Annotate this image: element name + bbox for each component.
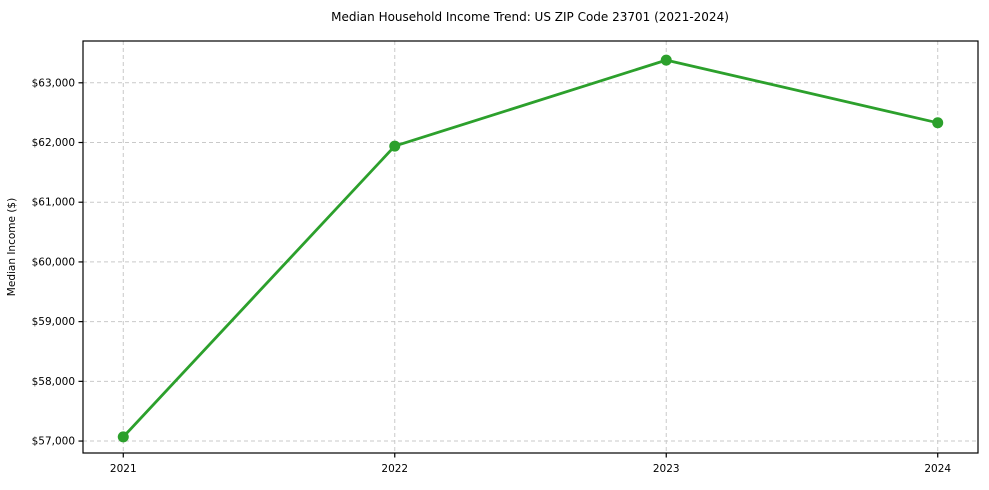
y-tick-label: $58,000: [32, 376, 75, 388]
y-tick-label: $62,000: [32, 137, 75, 149]
y-tick-label: $60,000: [32, 256, 75, 268]
x-tick-label: 2023: [653, 463, 680, 475]
chart-title: Median Household Income Trend: US ZIP Co…: [331, 10, 729, 24]
plot-border: [82, 40, 979, 454]
trend-line: [121, 58, 940, 439]
y-tick-label: $57,000: [32, 436, 75, 448]
x-tick-label: 2022: [381, 463, 408, 475]
x-tick-label: 2021: [110, 463, 137, 475]
plot-area: $57,000 $58,000 $59,000 $60,000 $61,000 $62,0…: [32, 40, 979, 475]
data-point: [660, 54, 672, 66]
y-tick-label: $63,000: [32, 77, 75, 89]
data-point: [117, 431, 129, 443]
x-tick-label: 2024: [924, 463, 951, 475]
data-point: [932, 117, 944, 129]
data-point: [389, 140, 401, 152]
y-tick-label: $61,000: [32, 197, 75, 209]
y-tick-label: $59,000: [32, 316, 75, 328]
y-axis-label: Median Income ($): [6, 198, 18, 296]
